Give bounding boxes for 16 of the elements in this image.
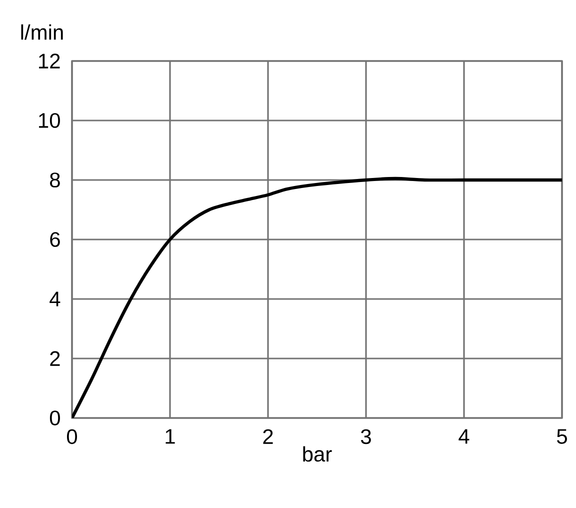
x-tick-label: 5 bbox=[557, 429, 567, 444]
x-tick-label: 3 bbox=[360, 429, 371, 444]
x-tick-label: 2 bbox=[263, 429, 273, 444]
y-tick-label: 2 bbox=[50, 351, 60, 366]
y-tick-label: 0 bbox=[50, 410, 60, 426]
y-tick-label: 6 bbox=[50, 232, 60, 247]
x-tick-label: 0 bbox=[66, 429, 78, 444]
y-tick-label: 10 bbox=[39, 113, 60, 128]
x-tick-label: 4 bbox=[458, 429, 470, 444]
y-tick-label: 12 bbox=[39, 54, 60, 68]
y-tick-label: 8 bbox=[50, 172, 60, 188]
x-axis-title: bar bbox=[303, 446, 332, 462]
y-axis-title: l/min bbox=[21, 24, 63, 40]
line-series bbox=[72, 176, 562, 418]
x-tick-label: 1 bbox=[166, 429, 175, 444]
y-tick-label: 4 bbox=[50, 292, 60, 306]
